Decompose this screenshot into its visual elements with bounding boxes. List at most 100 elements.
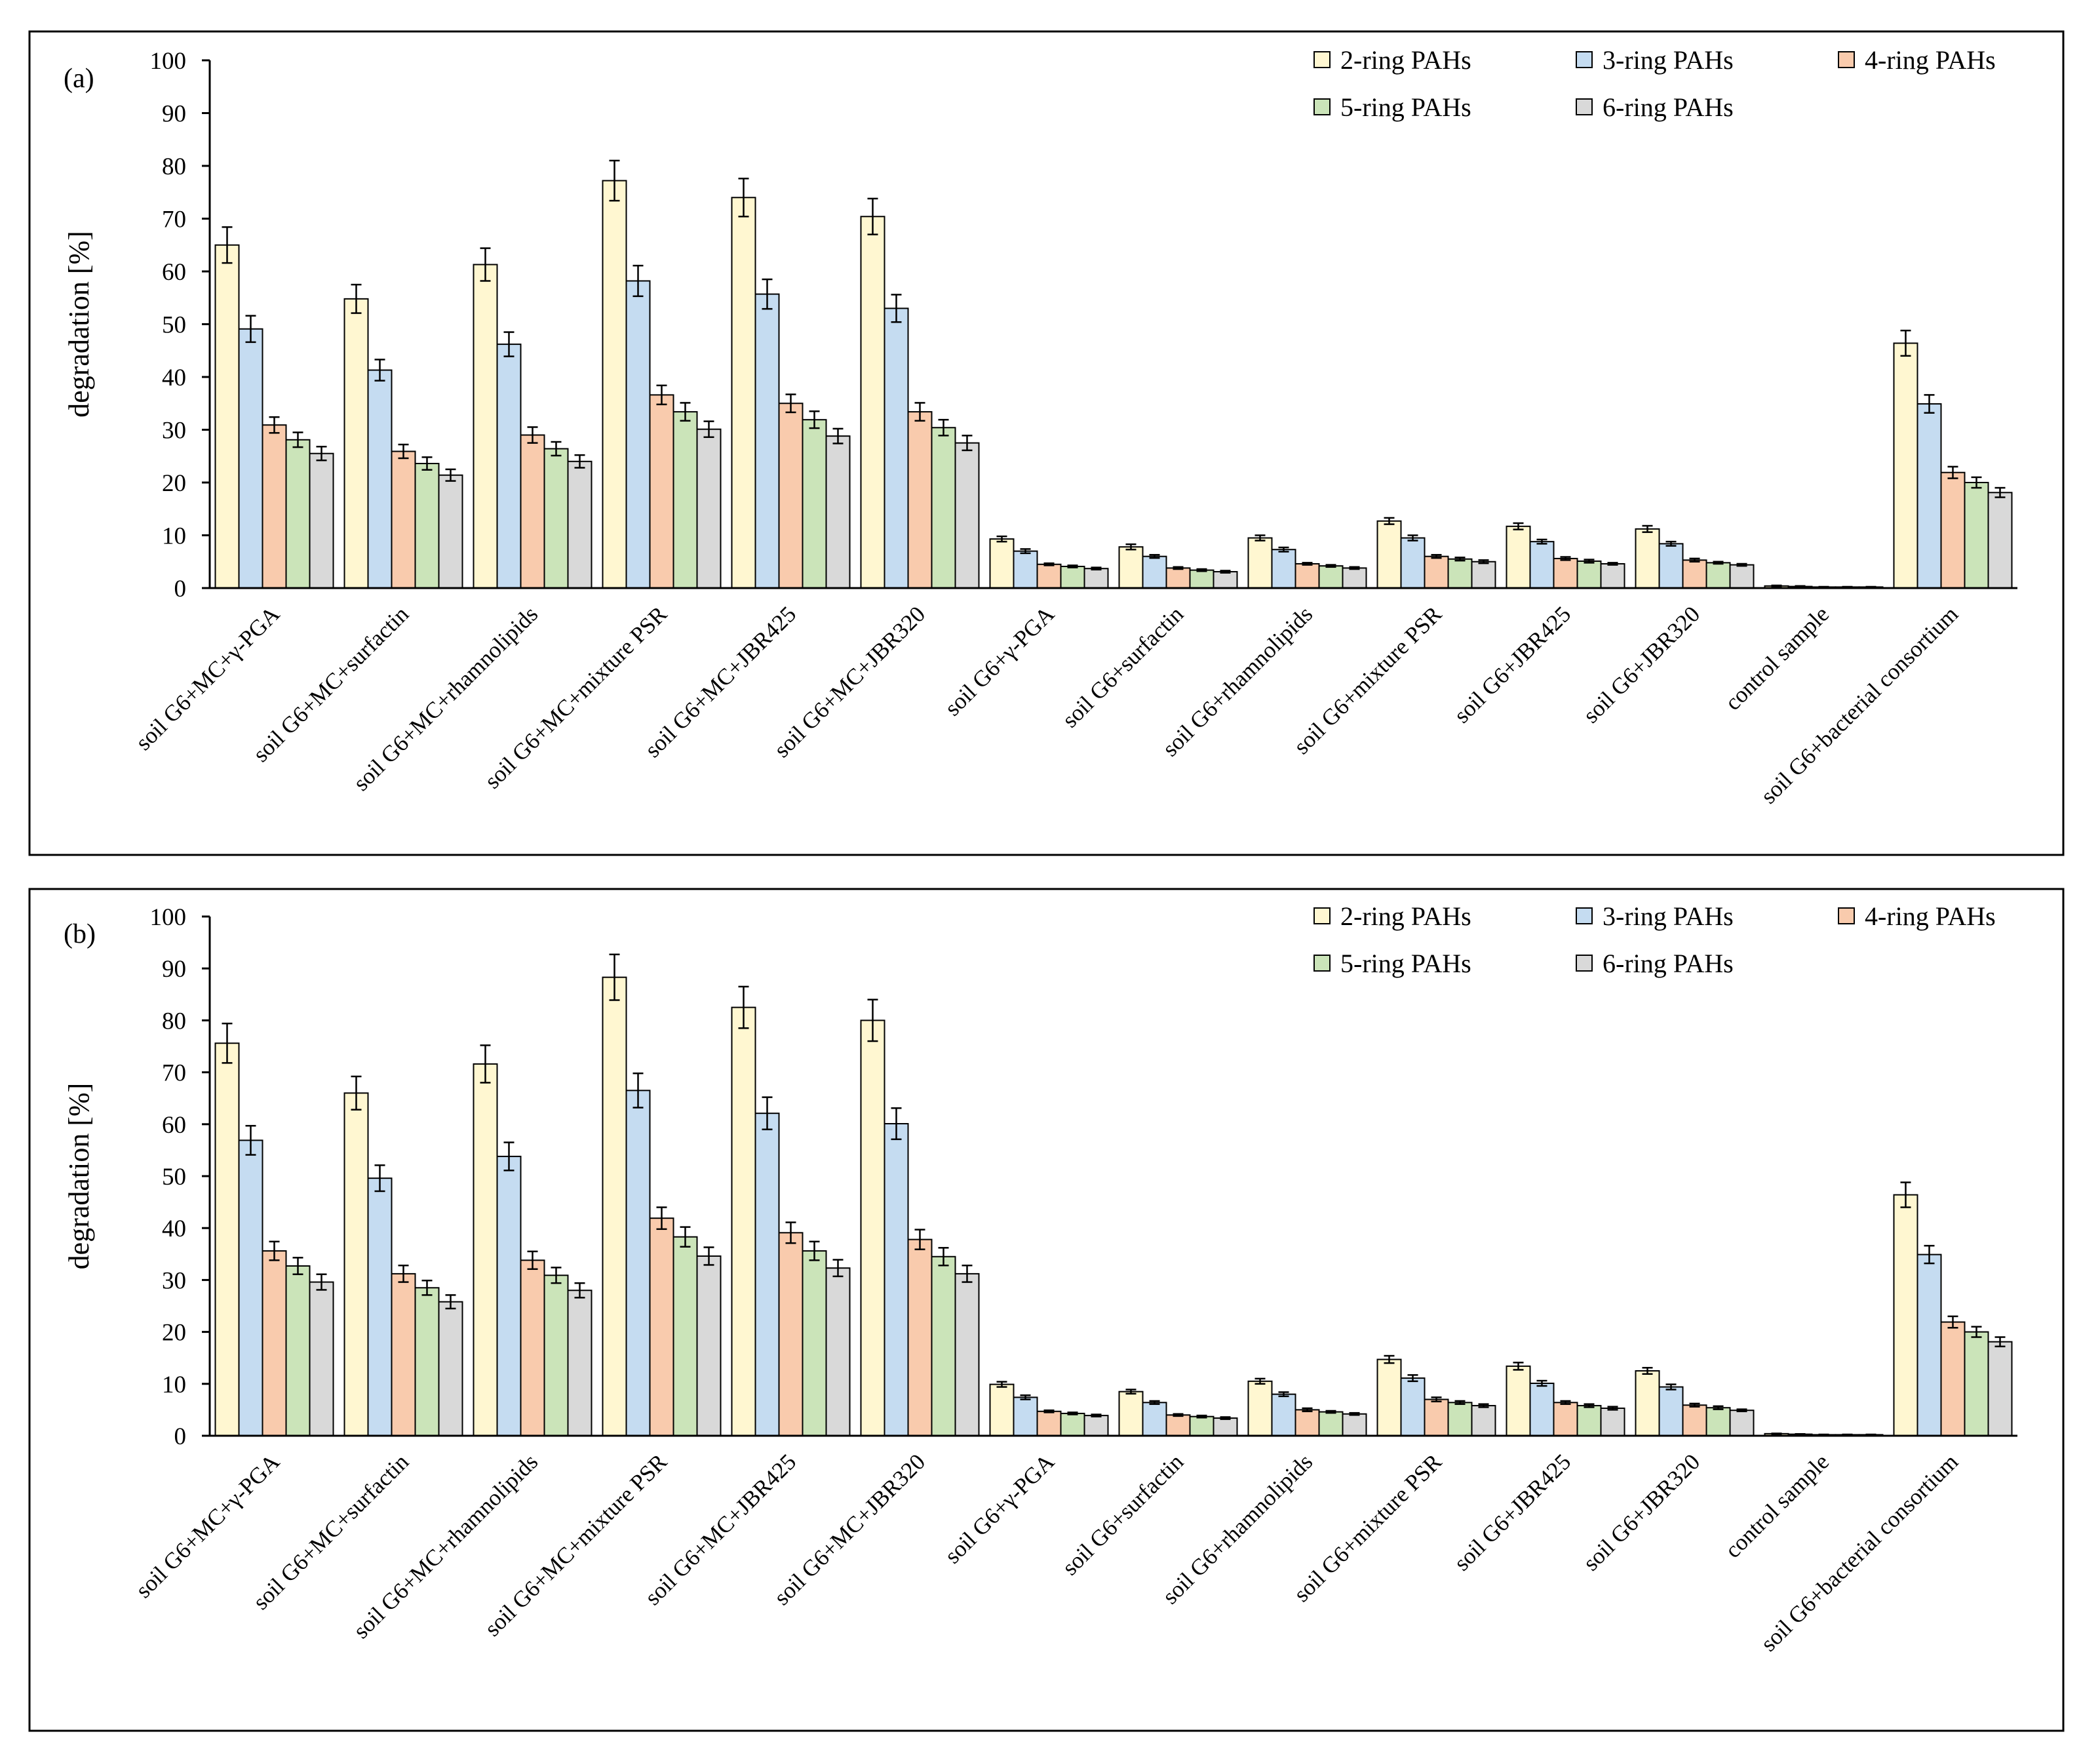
bar: [1294, 1409, 1320, 1436]
y-tick-label: 50: [162, 312, 186, 339]
bar: [954, 442, 980, 589]
bar: [567, 460, 593, 589]
bar: [602, 180, 627, 589]
bar: [391, 450, 416, 589]
bar: [1083, 1415, 1109, 1437]
bar: [754, 1113, 780, 1436]
legend-label: 2-ring PAHs: [1340, 45, 1471, 75]
bar: [1400, 537, 1426, 589]
bar: [414, 463, 440, 589]
bar: [1247, 537, 1273, 589]
y-tick-label: 100: [150, 48, 187, 75]
bar: [802, 419, 827, 589]
bar: [1600, 1408, 1625, 1436]
bar: [1400, 1377, 1426, 1436]
legend-swatch: [1576, 955, 1593, 972]
bar: [1013, 550, 1038, 589]
bar: [1635, 1370, 1660, 1436]
bar: [696, 428, 722, 589]
bar: [1987, 492, 2013, 589]
bar: [1447, 1402, 1473, 1437]
bar: [1705, 562, 1731, 589]
legend-swatch: [1576, 51, 1593, 68]
bar: [1576, 1405, 1602, 1436]
bar: [649, 1217, 674, 1436]
legend-label: 5-ring PAHs: [1340, 949, 1471, 978]
bar: [1118, 546, 1144, 589]
legend-label: 4-ring PAHs: [1865, 45, 1996, 75]
bar: [309, 1281, 334, 1436]
y-tick-label: 100: [150, 904, 187, 931]
bar: [1705, 1407, 1731, 1436]
bar: [884, 1123, 909, 1437]
y-tick-label: 10: [162, 1372, 186, 1398]
bar: [214, 1042, 240, 1437]
y-tick-label: 80: [162, 153, 186, 180]
bar: [1294, 563, 1320, 589]
bar: [907, 411, 933, 589]
bar: [1013, 1396, 1038, 1437]
legend-label: 3-ring PAHs: [1603, 45, 1734, 75]
y-tick-label: 60: [162, 1112, 186, 1139]
bar: [238, 328, 263, 589]
y-tick-label: 20: [162, 1320, 186, 1347]
bar: [1471, 1405, 1496, 1436]
legend-label: 6-ring PAHs: [1603, 949, 1734, 978]
bar: [238, 1139, 263, 1437]
bar: [1987, 1341, 2013, 1436]
bar: [1658, 1386, 1684, 1436]
bar: [285, 1265, 311, 1436]
bar: [1940, 471, 1966, 589]
bar: [989, 1383, 1015, 1437]
bar: [473, 1063, 498, 1436]
bar: [1271, 1393, 1296, 1436]
bar: [907, 1238, 933, 1437]
bar: [1682, 1404, 1707, 1436]
panel-label: (a): [64, 64, 94, 94]
y-tick-label: 20: [162, 470, 186, 497]
bar: [543, 448, 569, 589]
bar: [1376, 1358, 1402, 1436]
bar: [367, 369, 393, 589]
bar: [1424, 555, 1449, 589]
bar: [343, 298, 369, 589]
bar: [672, 411, 698, 589]
bar: [1729, 1410, 1755, 1436]
y-tick-label: 70: [162, 1060, 186, 1087]
bar: [1529, 541, 1555, 589]
bar: [414, 1287, 440, 1437]
bar: [1635, 528, 1660, 589]
y-tick-label: 30: [162, 418, 186, 444]
bar: [309, 452, 334, 589]
bar: [1447, 558, 1473, 589]
y-tick-label: 90: [162, 956, 186, 983]
bar: [778, 403, 804, 589]
bar: [1189, 1415, 1215, 1437]
bar: [1506, 525, 1531, 589]
y-tick-label: 10: [162, 523, 186, 550]
bar: [1247, 1380, 1273, 1437]
bar: [1376, 520, 1402, 589]
bar: [1083, 568, 1109, 589]
bar: [1036, 563, 1062, 589]
bar: [1964, 1331, 1989, 1436]
bar: [473, 264, 498, 589]
bar: [1916, 1254, 1942, 1437]
bar: [1916, 403, 1942, 589]
bar: [754, 293, 780, 589]
bar: [989, 538, 1015, 589]
bar: [1506, 1365, 1531, 1437]
bar: [1213, 571, 1238, 589]
bar: [520, 434, 545, 589]
y-axis-title: degradation [%]: [63, 1083, 95, 1270]
y-tick-label: 0: [174, 1423, 187, 1450]
y-tick-label: 80: [162, 1008, 186, 1035]
bar: [1893, 342, 1918, 589]
bar: [1553, 1402, 1578, 1437]
bar: [696, 1255, 722, 1437]
bar: [262, 424, 287, 589]
legend-swatch: [1576, 98, 1593, 115]
bar: [1318, 565, 1344, 589]
bar: [1142, 1402, 1167, 1437]
